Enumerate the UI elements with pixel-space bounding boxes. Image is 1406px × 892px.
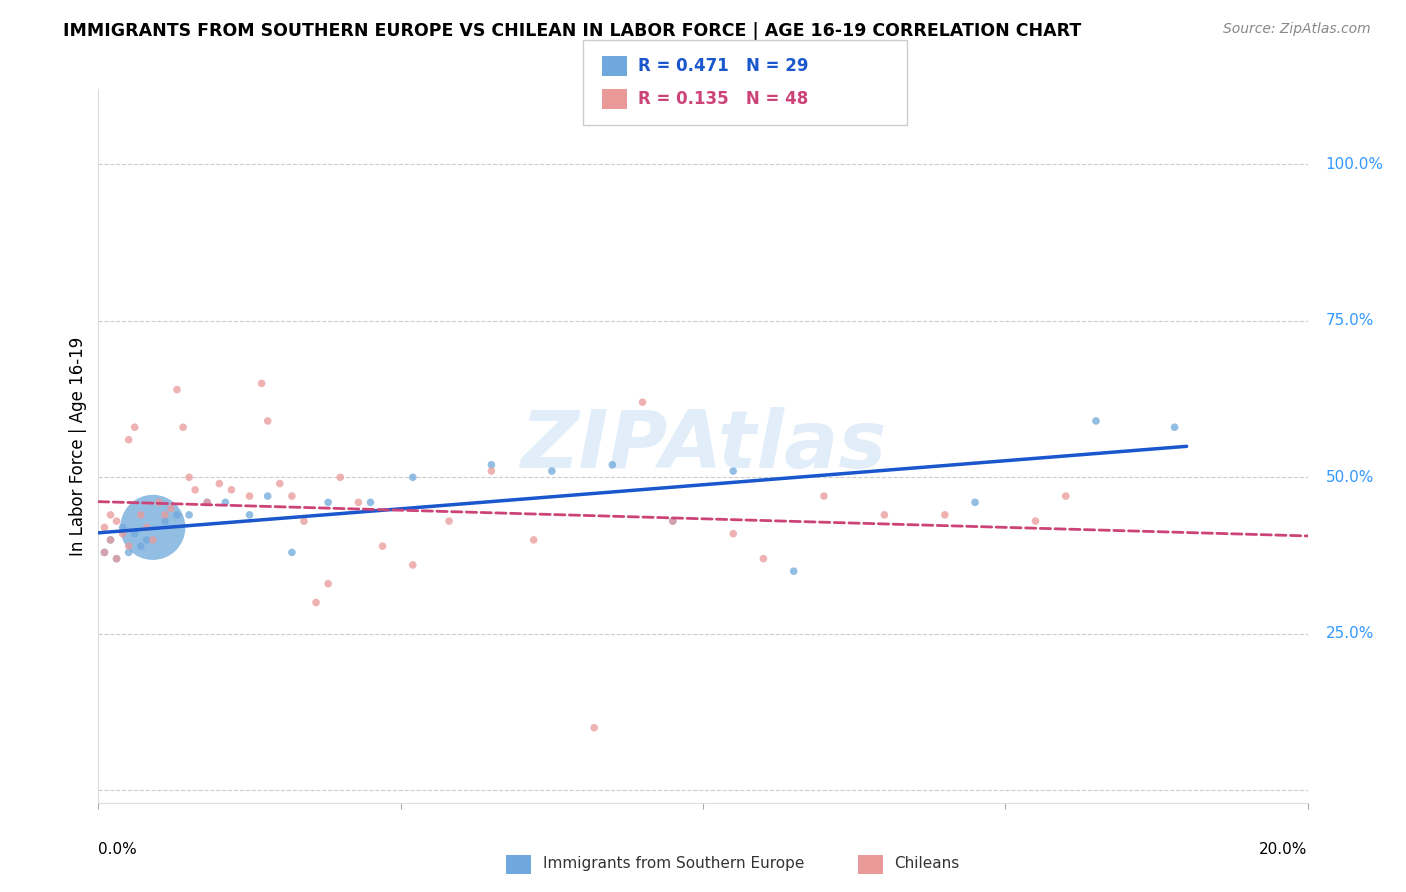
Point [540,464,562,478]
Point [142,533,165,547]
Point [100,508,122,522]
Text: R = 0.135   N = 48: R = 0.135 N = 48 [638,90,808,108]
Point [179,470,201,484]
Point [129,539,152,553]
Point [195,495,218,509]
Point [239,508,262,522]
Text: 75.0%: 75.0% [1326,313,1374,328]
Point [153,508,176,522]
Point [111,520,134,534]
Point [305,595,328,609]
Point [256,489,278,503]
Point [221,483,243,497]
Point [329,470,352,484]
Point [723,464,745,478]
Point [184,483,207,497]
Text: Immigrants from Southern Europe: Immigrants from Southern Europe [543,856,804,871]
Point [105,551,128,566]
Text: 100.0%: 100.0% [1326,157,1384,172]
Point [172,420,194,434]
Point [148,495,170,509]
Point [118,433,141,447]
Point [93,545,115,559]
Point [124,420,146,434]
Point [153,514,176,528]
Point [402,558,425,572]
Point [873,508,896,522]
Point [129,508,152,522]
Point [723,526,745,541]
Point [135,520,157,534]
Point [661,514,683,528]
Point [934,508,956,522]
Point [1054,489,1077,503]
Point [316,495,339,509]
Point [371,539,394,553]
Point [100,533,122,547]
Text: R = 0.471   N = 29: R = 0.471 N = 29 [638,57,808,75]
Point [105,514,128,528]
Point [160,501,183,516]
Point [752,551,775,566]
Text: ZIPAtlas: ZIPAtlas [520,407,886,485]
Point [239,489,262,503]
Point [602,458,624,472]
Text: Source: ZipAtlas.com: Source: ZipAtlas.com [1223,22,1371,37]
Point [256,414,278,428]
Point [166,508,188,522]
Point [179,508,201,522]
Point [1085,414,1108,428]
Text: 20.0%: 20.0% [1260,842,1308,857]
Point [195,495,218,509]
Text: 50.0%: 50.0% [1326,470,1374,484]
Point [1024,514,1046,528]
Point [347,495,370,509]
Point [208,476,231,491]
Point [124,526,146,541]
Point [118,545,141,559]
Point [93,545,115,559]
Point [111,526,134,541]
Point [142,520,165,534]
Point [250,376,273,391]
Point [135,533,157,547]
Point [1163,420,1185,434]
Text: 25.0%: 25.0% [1326,626,1374,641]
Point [481,464,503,478]
Point [281,489,304,503]
Text: 0.0%: 0.0% [98,842,138,857]
Point [118,539,141,553]
Point [402,470,425,484]
Point [93,520,115,534]
Point [166,383,188,397]
Text: Chileans: Chileans [894,856,959,871]
Point [631,395,654,409]
Point [281,545,304,559]
Point [316,576,339,591]
Point [100,533,122,547]
Point [965,495,987,509]
Point [523,533,546,547]
Point [813,489,835,503]
Point [583,721,606,735]
Point [481,458,503,472]
Y-axis label: In Labor Force | Age 16-19: In Labor Force | Age 16-19 [69,336,87,556]
Point [437,514,460,528]
Point [292,514,315,528]
Point [269,476,291,491]
Point [783,564,806,578]
Point [105,551,128,566]
Point [661,514,683,528]
Text: IMMIGRANTS FROM SOUTHERN EUROPE VS CHILEAN IN LABOR FORCE | AGE 16-19 CORRELATIO: IMMIGRANTS FROM SOUTHERN EUROPE VS CHILE… [63,22,1081,40]
Point [360,495,382,509]
Point [214,495,236,509]
